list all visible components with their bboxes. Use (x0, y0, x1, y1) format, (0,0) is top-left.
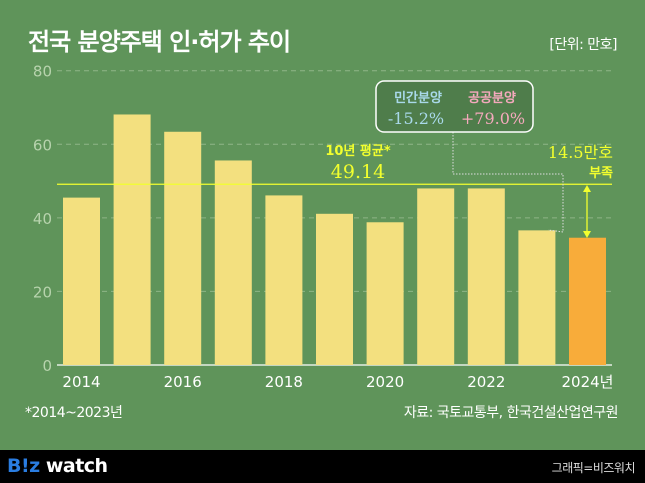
x-tick-label: 2022 (467, 373, 505, 391)
bar-2015 (113, 114, 151, 365)
chart-title: 전국 분양주택 인·허가 추이 (28, 28, 291, 56)
y-tick-label: 20 (33, 283, 52, 301)
callout-leader-line (452, 132, 564, 233)
bar-2023 (518, 230, 556, 365)
private-value: -15.2% (388, 109, 444, 128)
y-tick-label: 60 (33, 136, 52, 154)
source: 자료: 국토교통부, 한국건설산업연구원 (403, 405, 619, 421)
x-tick-label: 2016 (164, 373, 202, 391)
shortfall-arrow (583, 185, 591, 238)
x-tick-label: 2024년 (562, 373, 614, 391)
bizwatch-logo: B!z watch (7, 455, 108, 477)
bar-2017 (214, 160, 252, 365)
public-label: 공공분양 (468, 91, 516, 106)
footnote: *2014~2023년 (25, 405, 123, 421)
y-tick-label: 80 (33, 63, 52, 81)
average-label: 10년 평균* (325, 143, 390, 159)
unit-label: [단위: 만호] (549, 37, 617, 53)
x-tick-label: 2020 (366, 373, 404, 391)
bar-2016 (164, 131, 202, 365)
shortfall-value: 14.5만호 (548, 143, 613, 162)
x-tick-label: 2014 (62, 373, 100, 391)
private-label: 민간분양 (394, 90, 442, 106)
bar-2024 (569, 237, 606, 365)
public-value: +79.0% (461, 109, 525, 128)
bar-chart: 0 20 40 60 80 2014 2016 2018 2020 2022 2024년 10년 평… (33, 63, 614, 391)
average-value: 49.14 (331, 161, 385, 183)
y-tick-label: 40 (33, 210, 52, 228)
bar-2014 (63, 197, 100, 365)
bar-2021 (417, 188, 455, 365)
bar-2019 (316, 213, 353, 365)
x-tick-label: 2018 (265, 373, 303, 391)
callout-box (375, 80, 534, 133)
footer: B!z watch 그래픽=비즈워치 (0, 450, 645, 483)
bar-2020 (366, 222, 404, 365)
y-tick-label: 0 (42, 357, 52, 375)
bar-2022 (467, 188, 505, 365)
graphic-credit: 그래픽=비즈워치 (551, 461, 636, 475)
bar-2018 (265, 195, 303, 365)
shortfall-label: 부족 (589, 166, 613, 181)
